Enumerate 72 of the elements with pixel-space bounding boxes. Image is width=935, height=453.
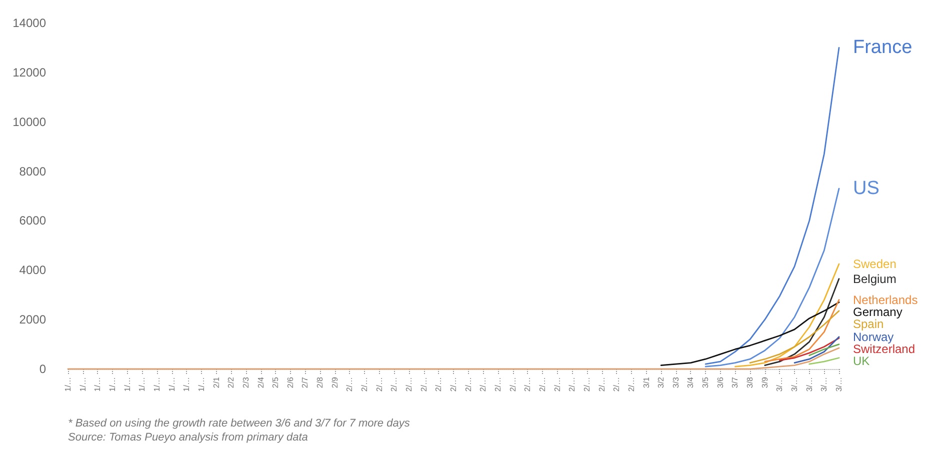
y-tick-label: 8000 [19,164,46,178]
x-tick-label: 3/… [804,377,814,392]
x-tick-label: 3/1 [642,376,651,388]
x-tick-label: 2/3 [241,376,250,388]
x-tick-label: 2/6 [286,376,295,388]
x-tick-label: 2/1 [212,376,221,388]
x-tick-label: 2/… [360,377,370,392]
y-tick-label: 12000 [12,65,46,80]
series-label: Sweden [853,256,896,271]
x-tick-label: 2/… [374,377,384,392]
x-tick-label: 3/… [775,377,784,392]
x-tick-label: 2/… [612,377,622,392]
x-tick-label: 2/… [449,377,458,392]
y-tick-label: 4000 [19,263,46,278]
series-label: Germany [853,304,902,319]
series-label: France [853,37,912,58]
x-tick-label: 1/… [64,377,72,392]
x-tick-label: 2/… [626,377,636,392]
series-label: Norway [853,330,894,344]
x-tick-label: 2/… [345,377,354,392]
x-tick-label: 2/… [523,377,532,392]
x-tick-label: 3/5 [701,376,710,388]
series-label: Spain [853,316,884,331]
x-tick-label: 2/7 [300,376,310,388]
x-tick-label: 1/… [138,377,147,392]
source-note: Source: Tomas Pueyo analysis from primary data [68,432,308,444]
x-tick-label: 3/… [790,377,800,392]
y-tick-label: 2000 [19,312,46,327]
x-tick-label: 2/… [582,377,592,392]
x-tick-label: 2/… [404,377,414,392]
x-tick-label: 3/4 [686,376,696,388]
x-tick-label: 2/… [478,377,488,392]
x-tick-label: 1/… [182,377,192,392]
series-label: Belgium [853,272,896,286]
x-tick-label: 3/… [820,377,829,392]
x-tick-label: 1/… [122,377,132,392]
x-tick-label: 3/3 [671,376,680,388]
x-tick-label: 1/… [152,377,162,392]
x-tick-label: 3/9 [760,376,770,388]
x-tick-label: 2/… [434,377,444,392]
y-tick-label: 6000 [19,214,46,228]
x-tick-label: 2/… [552,377,562,392]
x-tick-label: 3/8 [746,376,755,388]
text: * Based on using the growth rate between 3/6 and 3/7 for 7 more days [68,418,410,430]
x-tick-label: 2/5 [271,376,280,388]
x-tick-label: 2/4 [256,376,266,388]
x-tick-label: 3/2 [656,376,666,388]
x-tick-label: 2/… [390,377,399,392]
y-tick-label: 0 [39,362,46,376]
x-tick-label: 2/… [419,377,428,392]
x-tick-label: 1/… [78,377,88,392]
series-label: UK [853,354,870,368]
x-tick-label: 3/… [834,377,844,392]
x-tick-label: 2/… [538,377,547,392]
x-tick-label: 1/… [93,377,102,392]
x-tick-label: 2/9 [330,376,340,388]
x-tick-label: 2/8 [316,376,325,388]
x-tick-label: 3/6 [716,376,725,388]
x-tick-label: 3/7 [730,376,740,388]
x-tick-label: 2/2 [226,376,236,388]
y-tick-label: 10000 [12,114,46,129]
series-label: Netherlands [853,292,918,307]
x-tick-label: 2/… [568,377,577,392]
x-tick-label: 1/… [167,377,176,392]
x-tick-label: 1/… [196,377,206,392]
x-tick-label: 2/… [508,377,518,392]
x-tick-label: 2/… [597,377,606,392]
x-tick-label: 2/… [493,377,502,392]
x-tick-label: 2/… [464,377,473,392]
x-tick-label: 1/… [108,377,117,392]
series-label: US [853,178,880,200]
y-tick-label: 14000 [12,16,46,30]
